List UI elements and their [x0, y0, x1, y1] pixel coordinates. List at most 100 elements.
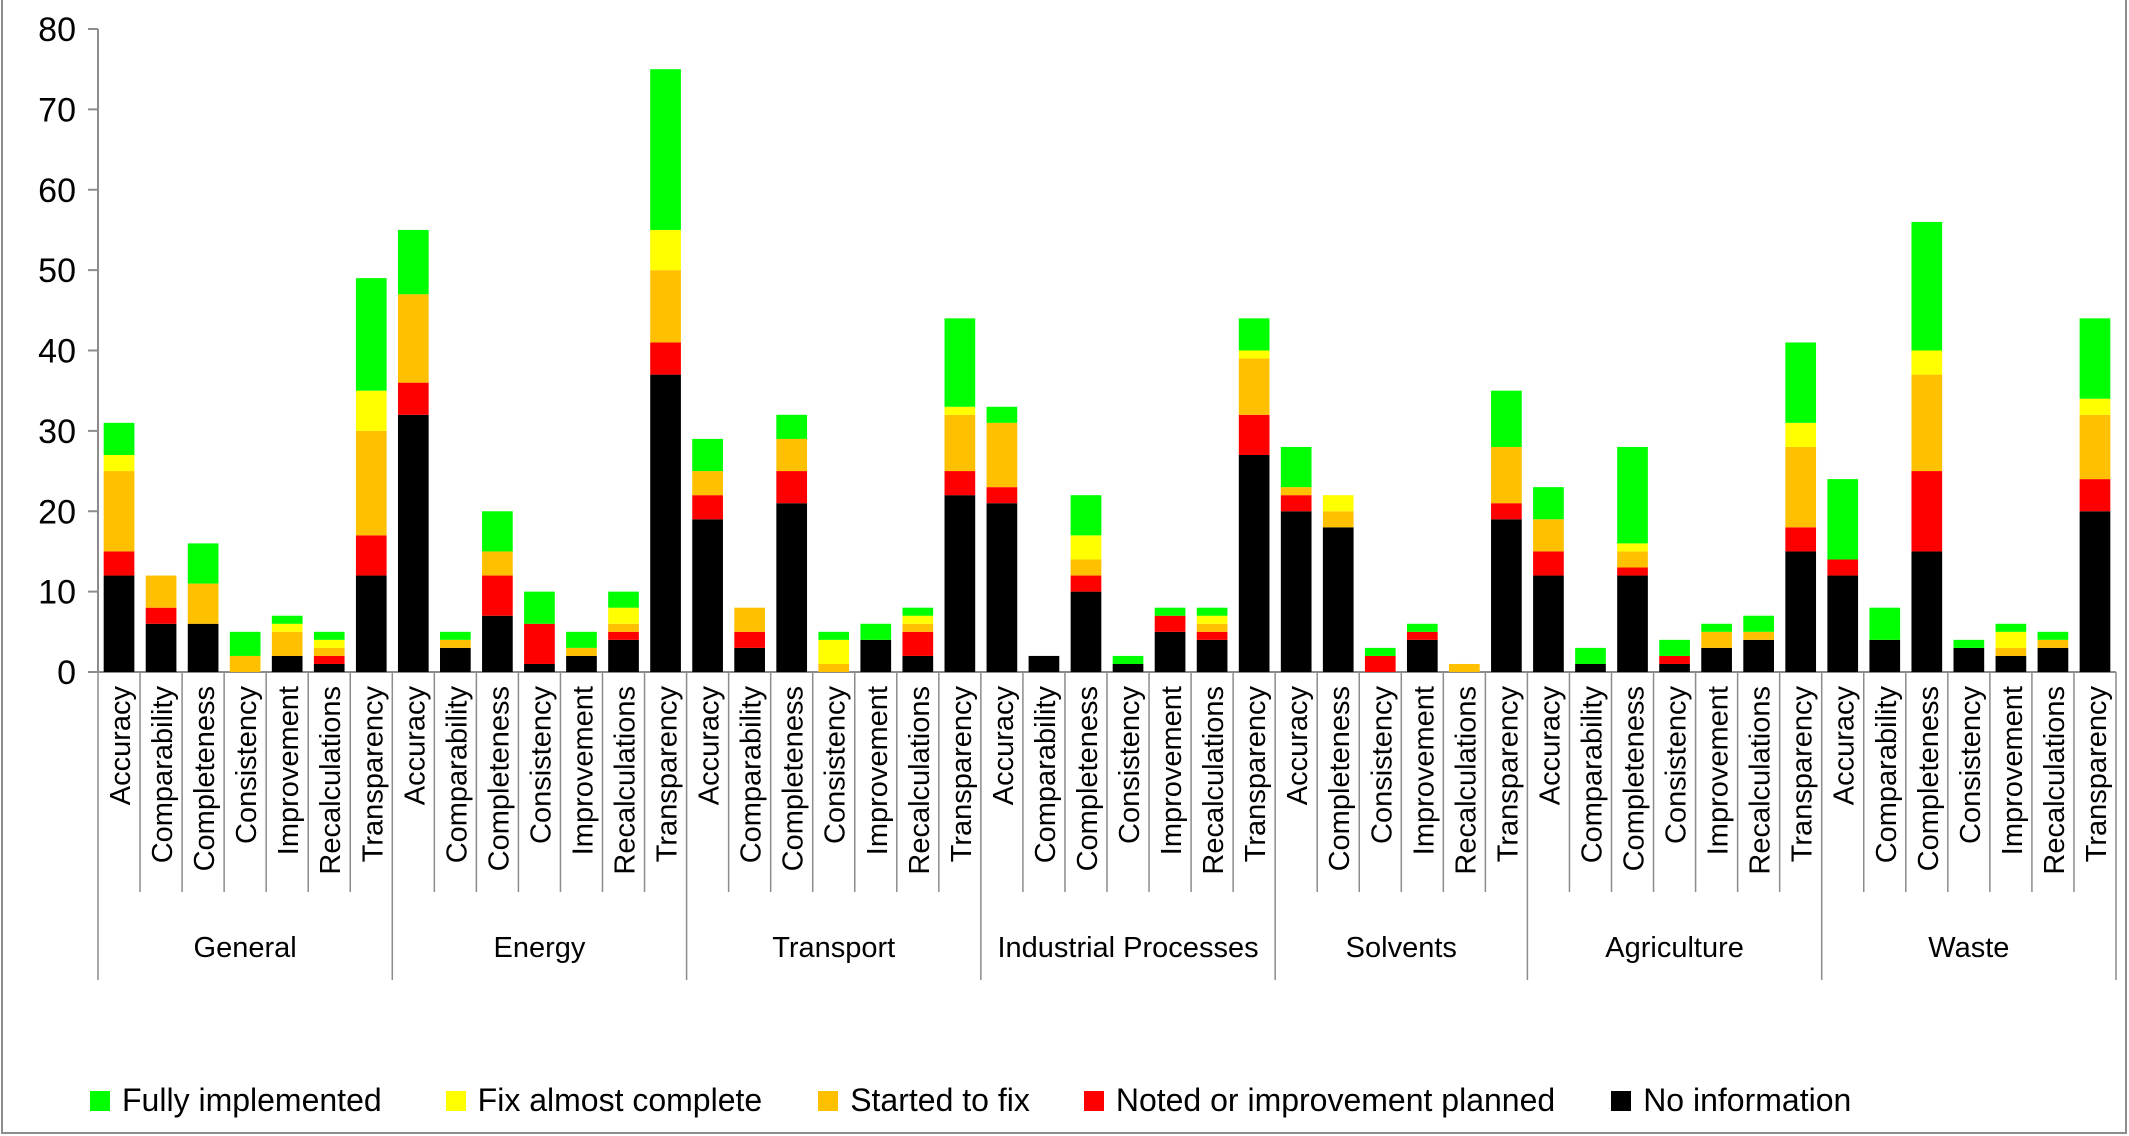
bar-segment — [397, 294, 429, 383]
bar-segment — [1322, 511, 1354, 528]
bar-segment — [1070, 575, 1102, 592]
bar-segment — [1406, 639, 1438, 672]
category-label: Consistency — [1366, 686, 1398, 844]
bar-segment — [986, 503, 1018, 672]
bar-segment — [440, 647, 471, 672]
bar-segment — [944, 495, 976, 672]
y-tick-label: 30 — [38, 413, 76, 451]
bar-segment — [608, 631, 639, 640]
category-label: Recalculations — [610, 686, 642, 875]
bar-segment — [818, 631, 850, 640]
bar-segment — [902, 623, 934, 632]
bar-segment — [1575, 663, 1606, 672]
group-label: Energy — [493, 932, 585, 964]
bar-segment — [734, 631, 765, 648]
bar-segment — [2079, 479, 2111, 512]
bar-segment — [1196, 615, 1228, 624]
bar-segment — [1995, 655, 2027, 672]
bar-segment — [1911, 551, 1943, 672]
category-label: Completeness — [1324, 686, 1356, 871]
group-label: Agriculture — [1605, 932, 1744, 964]
bar-segment — [1869, 607, 1901, 640]
bar-segment — [1112, 663, 1144, 672]
category-label: Recalculations — [315, 686, 347, 875]
bar-segment — [608, 623, 639, 632]
bar-segment — [2037, 639, 2069, 648]
bar-segment — [313, 639, 345, 648]
bar-segment — [734, 647, 765, 672]
bar-segment — [1028, 655, 1060, 672]
bar-segment — [1364, 647, 1396, 656]
legend-label: Fix almost complete — [477, 1082, 763, 1118]
bar-segment — [1364, 655, 1396, 672]
category-label: Accuracy — [1829, 686, 1861, 806]
bar-segment — [397, 414, 429, 672]
bar-segment — [860, 623, 892, 640]
category-label: Improvement — [862, 686, 894, 855]
bar-segment — [944, 414, 976, 472]
group-label: Waste — [1928, 932, 2009, 964]
bar-segment — [650, 374, 681, 672]
bar-segment — [902, 607, 934, 616]
bar-segment — [1575, 647, 1606, 664]
bar-segment — [1869, 639, 1901, 672]
bar-segment — [2079, 511, 2111, 672]
bar-segment — [355, 278, 387, 391]
y-tick-label: 20 — [38, 493, 76, 531]
bar-segment — [482, 615, 513, 672]
category-label: Comparability — [1030, 686, 1062, 864]
y-tick-label: 80 — [38, 11, 76, 49]
bar-segment — [103, 422, 135, 455]
group-label: Solvents — [1346, 932, 1457, 964]
bar-segment — [902, 655, 934, 672]
bar-segment — [608, 639, 639, 672]
category-label: Transparency — [2081, 686, 2113, 863]
bar-segment — [1617, 551, 1648, 568]
category-label: Comparability — [736, 686, 768, 864]
bar-segment — [1995, 623, 2027, 632]
bar-segment — [776, 438, 808, 472]
bar-segment — [1491, 503, 1522, 520]
bar-segment — [1196, 623, 1228, 632]
bar-segment — [1533, 519, 1564, 552]
bar-segment — [1617, 446, 1648, 544]
bar-segment — [1280, 511, 1312, 672]
category-label: Recalculations — [2039, 686, 2071, 875]
bar-segment — [355, 390, 387, 431]
bar-segment — [313, 647, 345, 656]
bar-segment — [355, 535, 387, 576]
category-label: Comparability — [441, 686, 473, 864]
bar-segment — [1070, 559, 1102, 576]
bar-segment — [1070, 495, 1102, 536]
category-label: Comparability — [147, 686, 179, 864]
category-label: Transparency — [1240, 686, 1272, 863]
bar-segment — [1533, 551, 1564, 576]
bar-segment — [650, 69, 681, 230]
bar-segment — [1154, 615, 1186, 632]
bar-segment — [2079, 398, 2111, 415]
category-label: Improvement — [1997, 686, 2029, 855]
bar-segment — [1995, 647, 2027, 656]
bar-segment — [103, 471, 135, 552]
category-label: Accuracy — [399, 686, 431, 806]
bar-segment — [187, 543, 219, 584]
bar-segment — [1743, 639, 1774, 672]
category-label: Accuracy — [988, 686, 1020, 806]
legend-swatch — [90, 1090, 110, 1111]
y-tick-label: 60 — [38, 172, 76, 210]
category-label: Consistency — [820, 686, 852, 844]
bar-segment — [1154, 631, 1186, 672]
bar-segment — [2079, 414, 2111, 480]
bar-segment — [1196, 639, 1228, 672]
bar-segment — [902, 615, 934, 624]
bar-segment — [1533, 575, 1564, 672]
category-label: Accuracy — [694, 686, 726, 806]
category-label: Recalculations — [1450, 686, 1482, 875]
bar-segment — [776, 471, 808, 504]
group-label: Transport — [772, 932, 895, 964]
bar-segment — [1995, 631, 2027, 648]
bar-segment — [1280, 446, 1312, 488]
